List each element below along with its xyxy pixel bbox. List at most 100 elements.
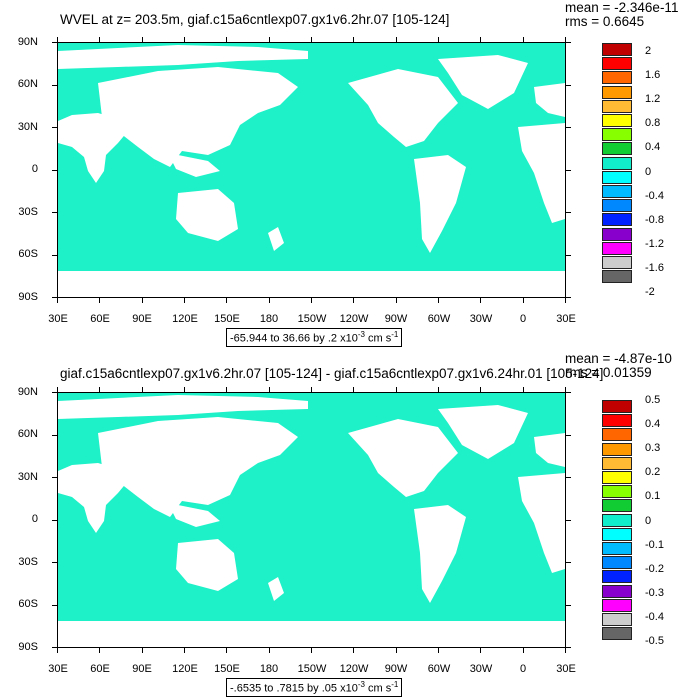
y-tick: [52, 434, 57, 436]
x-tick-label: 120W: [339, 313, 369, 325]
x-tick-label: 120E: [172, 663, 198, 675]
colorbar-label: -0.4: [645, 610, 664, 623]
x-tick-label: 0: [519, 663, 527, 675]
colorbar-box: [602, 156, 632, 170]
colorbar-box: [602, 400, 632, 413]
colorbar-label: 0: [645, 514, 652, 527]
colorbar-label: -0.5: [645, 635, 664, 647]
x-tick: [522, 37, 524, 42]
land-mask: [58, 395, 308, 419]
x-tick: [99, 387, 101, 392]
x-tick: [141, 387, 143, 392]
x-tick: [184, 648, 185, 653]
colorbar-label: 0.4: [645, 418, 661, 431]
y-tick: [566, 562, 571, 563]
x-tick: [57, 298, 58, 303]
colorbar-box: [602, 499, 632, 513]
x-tick-label: 90W: [384, 663, 408, 675]
land-mask: [348, 69, 458, 147]
map-plot-area: [57, 42, 566, 298]
x-tick-label: 60E: [90, 663, 110, 675]
x-tick-label: 150W: [297, 313, 327, 325]
colorbar-box: [602, 57, 632, 71]
range-units-exponent: -1: [391, 330, 399, 339]
y-tick-label: 30S: [18, 206, 38, 218]
colorbar-box: [602, 241, 632, 255]
y-tick: [52, 127, 57, 128]
x-tick: [57, 387, 58, 392]
colorbar-label: -0.8: [645, 213, 664, 226]
colorbar-box: [602, 442, 632, 456]
colorbar-box: [602, 85, 632, 99]
colorbar-box: [602, 485, 632, 499]
x-tick-label: 30E: [556, 663, 576, 675]
colorbar-label: -0.3: [645, 586, 664, 599]
colorbar-box: [602, 456, 632, 470]
x-tick: [480, 298, 482, 303]
y-tick-label: 0: [31, 163, 38, 175]
map-plot-area: [57, 392, 566, 648]
colorbar-box: [602, 584, 632, 598]
x-tick: [141, 298, 143, 303]
land-mask: [438, 55, 528, 109]
x-tick: [565, 298, 566, 303]
y-tick: [52, 519, 57, 521]
x-tick: [184, 387, 185, 392]
x-tick: [268, 298, 270, 303]
x-tick: [353, 298, 355, 303]
colorbar-box: [602, 128, 632, 142]
x-tick: [99, 648, 101, 653]
land-mask: [534, 433, 565, 467]
land-mask: [58, 271, 565, 297]
x-tick: [438, 387, 439, 392]
x-tick: [184, 37, 185, 42]
y-tick: [52, 392, 57, 393]
y-tick-label: 30N: [17, 121, 38, 133]
x-tick: [395, 37, 397, 42]
y-tick: [566, 604, 571, 606]
x-tick: [480, 648, 482, 653]
mean-stat: mean = -4.87e-10: [565, 351, 672, 366]
y-tick-label: 60N: [17, 428, 38, 440]
y-tick-label: 30N: [17, 471, 38, 483]
x-tick-label: 120E: [172, 313, 198, 325]
x-tick: [565, 387, 566, 392]
colorbar-label: -1.6: [645, 261, 664, 274]
colorbar-label: 0.4: [645, 141, 661, 154]
x-tick-label: 30W: [469, 313, 493, 325]
colorbar-box: [602, 570, 632, 584]
y-tick: [52, 84, 57, 86]
colorbar-label: -0.1: [645, 538, 664, 551]
y-tick-label: 90S: [18, 641, 38, 653]
y-tick: [52, 647, 57, 648]
range-text: -65.944 to 36.66 by .2 x10: [230, 332, 358, 345]
y-tick: [52, 604, 57, 606]
colorbar-box: [602, 99, 632, 113]
land-mask: [98, 417, 298, 517]
land-mask: [518, 123, 565, 223]
colorbar-box: [602, 185, 632, 198]
colorbar-label: 0.8: [645, 117, 661, 130]
x-tick: [395, 298, 397, 303]
colorbar-label: -0.2: [645, 562, 664, 575]
range-units-exponent: -1: [391, 680, 399, 689]
x-tick: [522, 387, 524, 392]
land-mask: [438, 405, 528, 459]
colorbar-box: [602, 556, 632, 570]
x-tick: [311, 387, 312, 392]
x-tick-label: 60W: [427, 313, 451, 325]
x-tick-label: 30E: [48, 313, 68, 325]
land-mask: [268, 577, 284, 601]
x-tick-label: 150W: [297, 663, 327, 675]
y-tick: [566, 297, 571, 298]
colorbar-box: [602, 270, 632, 284]
x-tick: [353, 387, 355, 392]
x-tick-label: 30W: [469, 663, 493, 675]
colorbar-box: [602, 170, 632, 184]
x-tick: [311, 648, 312, 653]
y-tick-label: 60S: [18, 598, 38, 610]
x-tick: [480, 37, 482, 42]
x-tick: [226, 37, 228, 42]
colorbar-label: -0.4: [645, 189, 664, 202]
